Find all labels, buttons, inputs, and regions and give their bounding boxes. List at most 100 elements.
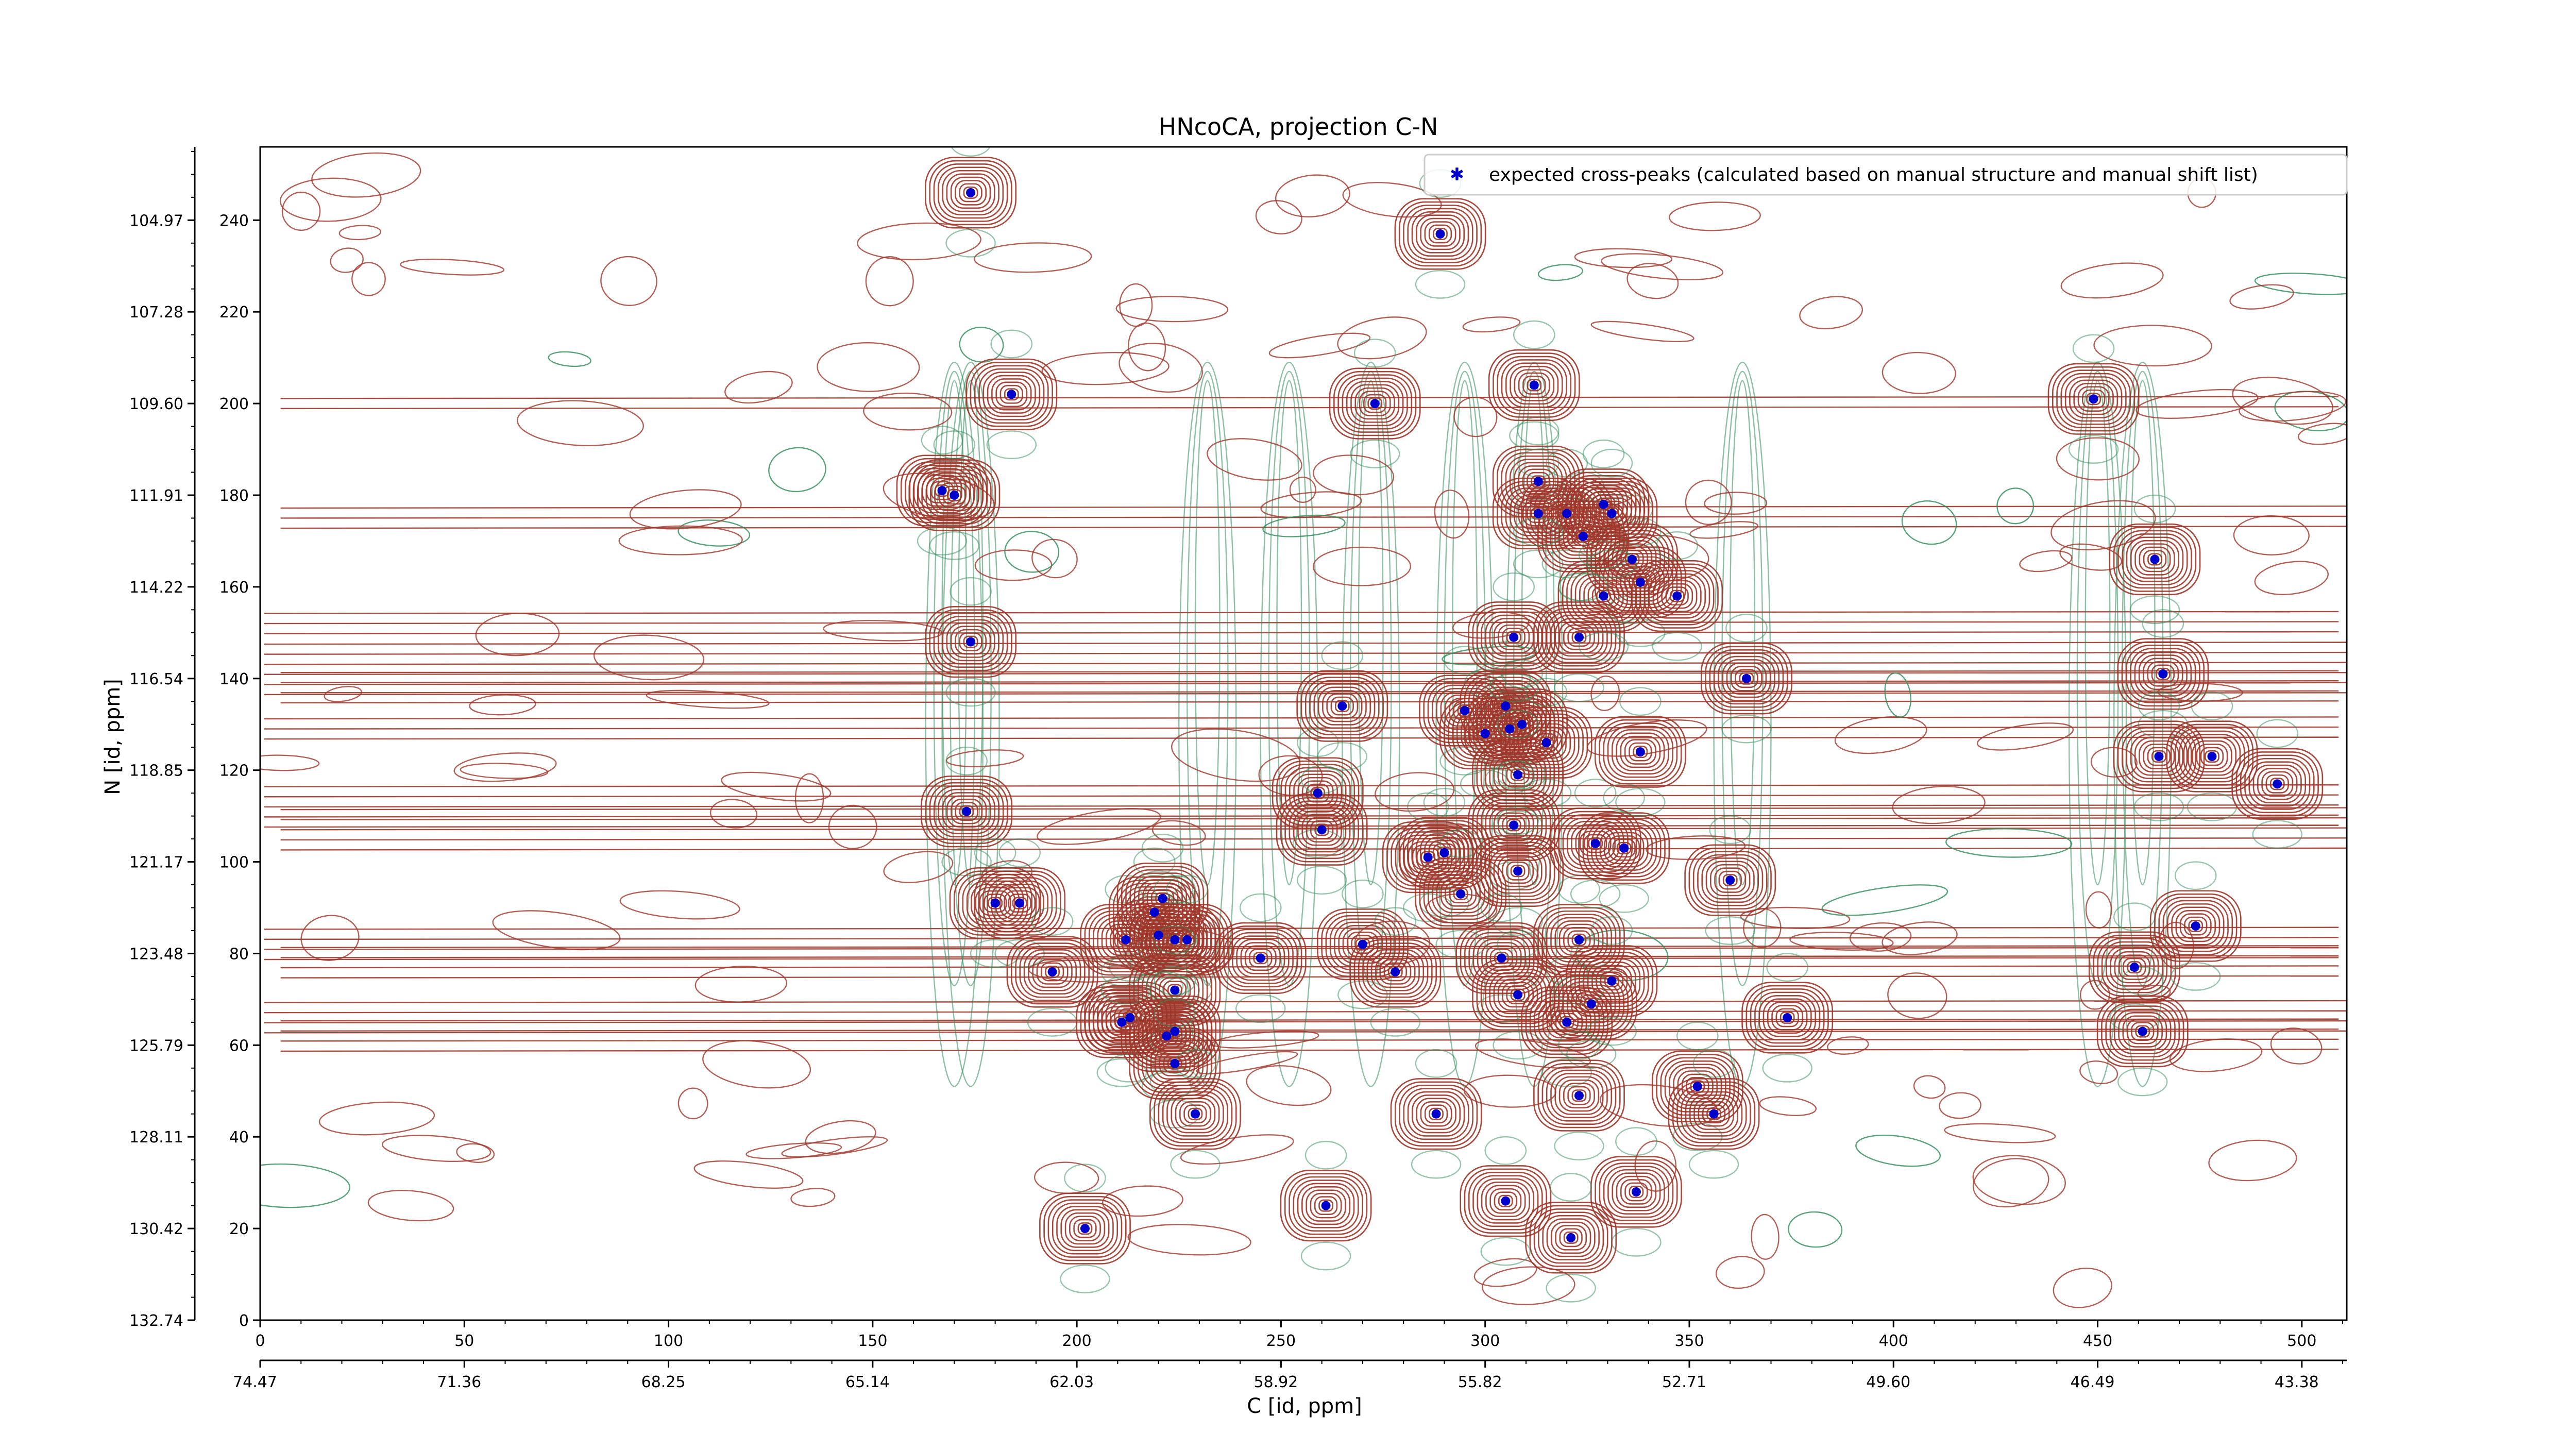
y-tick-label: 80 (229, 945, 249, 963)
contour-peak-negative (1239, 893, 1282, 922)
contour-peak-negative (1676, 1021, 1719, 1051)
contour-peak (1562, 471, 1646, 537)
y-axis-ppm: 132.74 130.42 128.11 125.79 123.48 121.17 118.… (129, 147, 196, 1330)
x-tick-label: 50 (454, 1332, 474, 1350)
contour-noise (1337, 316, 1427, 360)
contour-peak (982, 873, 1057, 933)
contour-peak (1419, 833, 1469, 872)
contour-peak (1591, 497, 1632, 530)
contour-peak (1310, 1192, 1342, 1219)
contour-noise (1827, 1036, 1869, 1055)
x-tick-label: 500 (2287, 1332, 2316, 1350)
contour-peak (1684, 844, 1776, 916)
contour-peak (2205, 750, 2219, 763)
contour-peak-negative (1133, 847, 1176, 877)
contour-peak-negative (1493, 1031, 1543, 1060)
contour-noise (1976, 722, 2074, 751)
contour-peak (1464, 1168, 1547, 1234)
contour-noise (1262, 514, 1346, 537)
cross-peak-marker (1509, 632, 1519, 642)
contour-peak (1493, 975, 1543, 1015)
contour-peak (1064, 1212, 1106, 1245)
contour-peak (1541, 1066, 1617, 1125)
contour-peak (934, 479, 975, 512)
contour-peak (1150, 1012, 1199, 1051)
x-ppm-tick-label: 46.49 (2071, 1373, 2115, 1391)
contour-noise (517, 400, 644, 447)
contour-peak (1244, 945, 1277, 971)
contour-peak (1591, 965, 1632, 997)
contour-peak-negative (1578, 540, 1629, 569)
contour-peak-negative (1493, 760, 1535, 789)
cross-peak-marker (1170, 935, 1180, 945)
contour-peak (1555, 1225, 1587, 1251)
cross-peak-marker (1607, 509, 1617, 518)
contour-peak (1607, 556, 1673, 609)
contour-noise (1887, 972, 1947, 1019)
contour-peak-negative (1578, 632, 1629, 661)
contour-peak (1631, 560, 1723, 632)
contour-peak (1563, 1231, 1579, 1244)
contour-peak-negative (1541, 549, 1592, 579)
contour-peak-negative (2174, 861, 2217, 890)
contour-peak (2131, 1022, 2155, 1041)
contour-peak (1522, 468, 1554, 495)
contour-peak (1714, 867, 1747, 893)
contour-peak (1583, 958, 1641, 1004)
cross-peak-marker (1533, 477, 1543, 486)
contour-noise (1913, 1075, 1946, 1099)
contour-noise (1434, 490, 1470, 539)
contour-peak (937, 166, 1004, 219)
contour-peak (1599, 1162, 1674, 1221)
y-ppm-tick-label: 130.42 (129, 1220, 183, 1238)
contour-peak (1587, 962, 1636, 1001)
contour-peak-negative (1525, 678, 1568, 707)
contour-peak (1546, 914, 1613, 966)
contour-peak (1073, 1219, 1097, 1238)
contour-noise (1668, 201, 1761, 231)
contour-peak (2162, 900, 2229, 952)
contour-peak (1546, 1218, 1596, 1257)
x-tick-label: 300 (1470, 1332, 1500, 1350)
cross-peak-marker (1509, 820, 1519, 830)
contour-peak (2113, 1008, 2172, 1054)
contour-peak (1563, 926, 1595, 953)
contour-peak-negative (1296, 866, 1347, 895)
contour-noise (857, 222, 981, 261)
contour-peak (1424, 1104, 1448, 1124)
cross-peak-marker (1497, 953, 1506, 963)
contour-peak (2166, 903, 2225, 949)
contour-peak (2122, 1015, 2163, 1048)
contour-peak (1595, 1159, 1678, 1225)
cross-peak-marker (2154, 751, 2164, 761)
contour-peak (2125, 645, 2200, 703)
contour-peak (1554, 618, 1604, 657)
contour-peak (1498, 624, 1530, 650)
contour-noise (828, 804, 877, 849)
contour-noise (1626, 263, 1679, 299)
cross-peak-marker (1170, 985, 1180, 995)
contour-noise (1041, 351, 1170, 385)
y-tick-label: 0 (239, 1312, 249, 1330)
contour-peak (1353, 939, 1437, 1005)
contour-peak-negative (1497, 710, 1539, 739)
contour-peak (1612, 1172, 1661, 1211)
contour-peak (1412, 1094, 1461, 1134)
contour-peak (1780, 1011, 1795, 1024)
cross-peak-marker (1635, 747, 1645, 757)
contour-peak-negative (950, 577, 992, 606)
contour-noise (1689, 521, 1758, 539)
contour-peak (1166, 1091, 1224, 1137)
contour-peak (1403, 205, 1478, 263)
contour-peak (1039, 1192, 1131, 1265)
cross-peak-marker (1125, 1013, 1135, 1022)
y-tick-label: 160 (219, 579, 249, 597)
contour-noise (2053, 1268, 2112, 1308)
cross-peak-marker (1574, 935, 1584, 945)
contour-peak-negative (1476, 994, 1527, 1023)
contour-noise (724, 370, 793, 404)
contour-peak (1771, 1005, 1804, 1031)
x-ppm-tick-label: 43.38 (2275, 1373, 2319, 1391)
contour-peak-negative (945, 678, 996, 707)
contour-peak (1518, 372, 1550, 398)
